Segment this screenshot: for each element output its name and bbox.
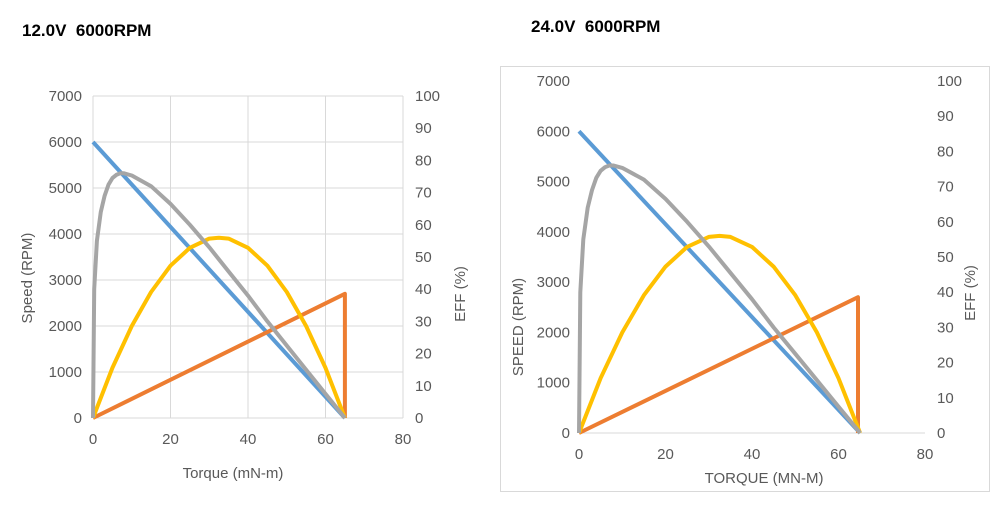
y-tick-label: 7000 — [537, 73, 570, 90]
chart-panel-24v: 0 1000 2000 3000 4000 5000 6000 7000 0 10 20 30 40 50… — [500, 66, 990, 492]
y2-tick-label: 90 — [937, 108, 954, 125]
chart-12v-svg: 0100020003000400050006000700001020304050… — [19, 88, 469, 482]
x-tick-label: 0 — [89, 431, 97, 448]
chart-title-24v: 24.0V 6000RPM — [531, 17, 661, 36]
y2-tick-label: 30 — [415, 313, 432, 330]
y2-tick-label: 30 — [937, 319, 954, 336]
speed-line — [91, 140, 347, 420]
y-tick-label: 1000 — [537, 375, 570, 392]
output-power-line — [577, 233, 862, 434]
y2-tick-label: 100 — [937, 73, 962, 90]
efficiency-line — [91, 171, 347, 420]
chart-24v-svg: 0100020003000400050006000700001020304050… — [510, 73, 979, 487]
x-tick-label: 0 — [575, 446, 583, 463]
y2-tick-label: 100 — [415, 88, 440, 105]
y2-tick-label: 0 — [937, 425, 945, 442]
y-tick-label: 5000 — [49, 180, 82, 197]
x-tick-label: 60 — [317, 431, 334, 448]
y-tick-label: 6000 — [49, 134, 82, 151]
y2-tick-label: 80 — [415, 152, 432, 169]
y-tick-label: 7000 — [49, 88, 82, 105]
x-axis-title: TORQUE (MN-M) — [705, 470, 824, 487]
y2-tick-label: 60 — [415, 217, 432, 234]
y-tick-label: 4000 — [537, 224, 570, 241]
y2-tick-label: 0 — [415, 410, 423, 427]
plot-layer: 0100020003000400050006000700001020304050… — [537, 73, 962, 463]
x-tick-label: 80 — [395, 431, 412, 448]
plot-layer: 0100020003000400050006000700001020304050… — [49, 88, 440, 448]
output-power-line — [91, 235, 347, 419]
y-tick-label: 0 — [562, 425, 570, 442]
y-tick-label: 2000 — [49, 318, 82, 335]
y2-axis-title: EFF (%) — [452, 266, 469, 322]
y2-tick-label: 80 — [937, 143, 954, 160]
y-axis-title: Speed (RPM) — [19, 233, 36, 324]
speed-line — [577, 129, 862, 435]
y-tick-label: 4000 — [49, 226, 82, 243]
y-tick-label: 0 — [74, 410, 82, 427]
y-tick-label: 5000 — [537, 174, 570, 191]
efficiency-line — [577, 163, 862, 435]
y-tick-label: 3000 — [537, 274, 570, 291]
chart-panel-12v: 0 1000 2000 3000 4000 5000 6000 7000 0 10 20 30 40 50… — [0, 60, 490, 500]
y-tick-label: 3000 — [49, 272, 82, 289]
y-axis-title: SPEED (RPM) — [510, 278, 527, 376]
x-tick-label: 40 — [744, 446, 761, 463]
y2-axis-title: EFF (%) — [962, 265, 979, 321]
y2-tick-label: 50 — [937, 249, 954, 266]
y2-tick-label: 50 — [415, 249, 432, 266]
y-tick-label: 6000 — [537, 123, 570, 140]
x-tick-label: 20 — [162, 431, 179, 448]
y2-tick-label: 20 — [415, 346, 432, 363]
current-line — [92, 291, 347, 420]
y2-tick-label: 70 — [937, 179, 954, 196]
y-tick-label: 2000 — [537, 324, 570, 341]
y2-tick-label: 20 — [937, 355, 954, 372]
x-axis-title: Torque (mN-m) — [183, 465, 284, 482]
y2-tick-label: 40 — [415, 281, 432, 298]
x-tick-label: 40 — [240, 431, 257, 448]
y2-tick-label: 10 — [937, 390, 954, 407]
x-tick-label: 20 — [657, 446, 674, 463]
current-line — [578, 295, 860, 435]
x-tick-label: 60 — [830, 446, 847, 463]
y2-tick-label: 60 — [937, 214, 954, 231]
y2-tick-label: 90 — [415, 120, 432, 137]
y2-tick-label: 70 — [415, 185, 432, 202]
y2-tick-label: 40 — [937, 284, 954, 301]
y2-tick-label: 10 — [415, 378, 432, 395]
x-tick-label: 80 — [917, 446, 934, 463]
chart-title-12v: 12.0V 6000RPM — [22, 21, 152, 40]
y-tick-label: 1000 — [49, 364, 82, 381]
